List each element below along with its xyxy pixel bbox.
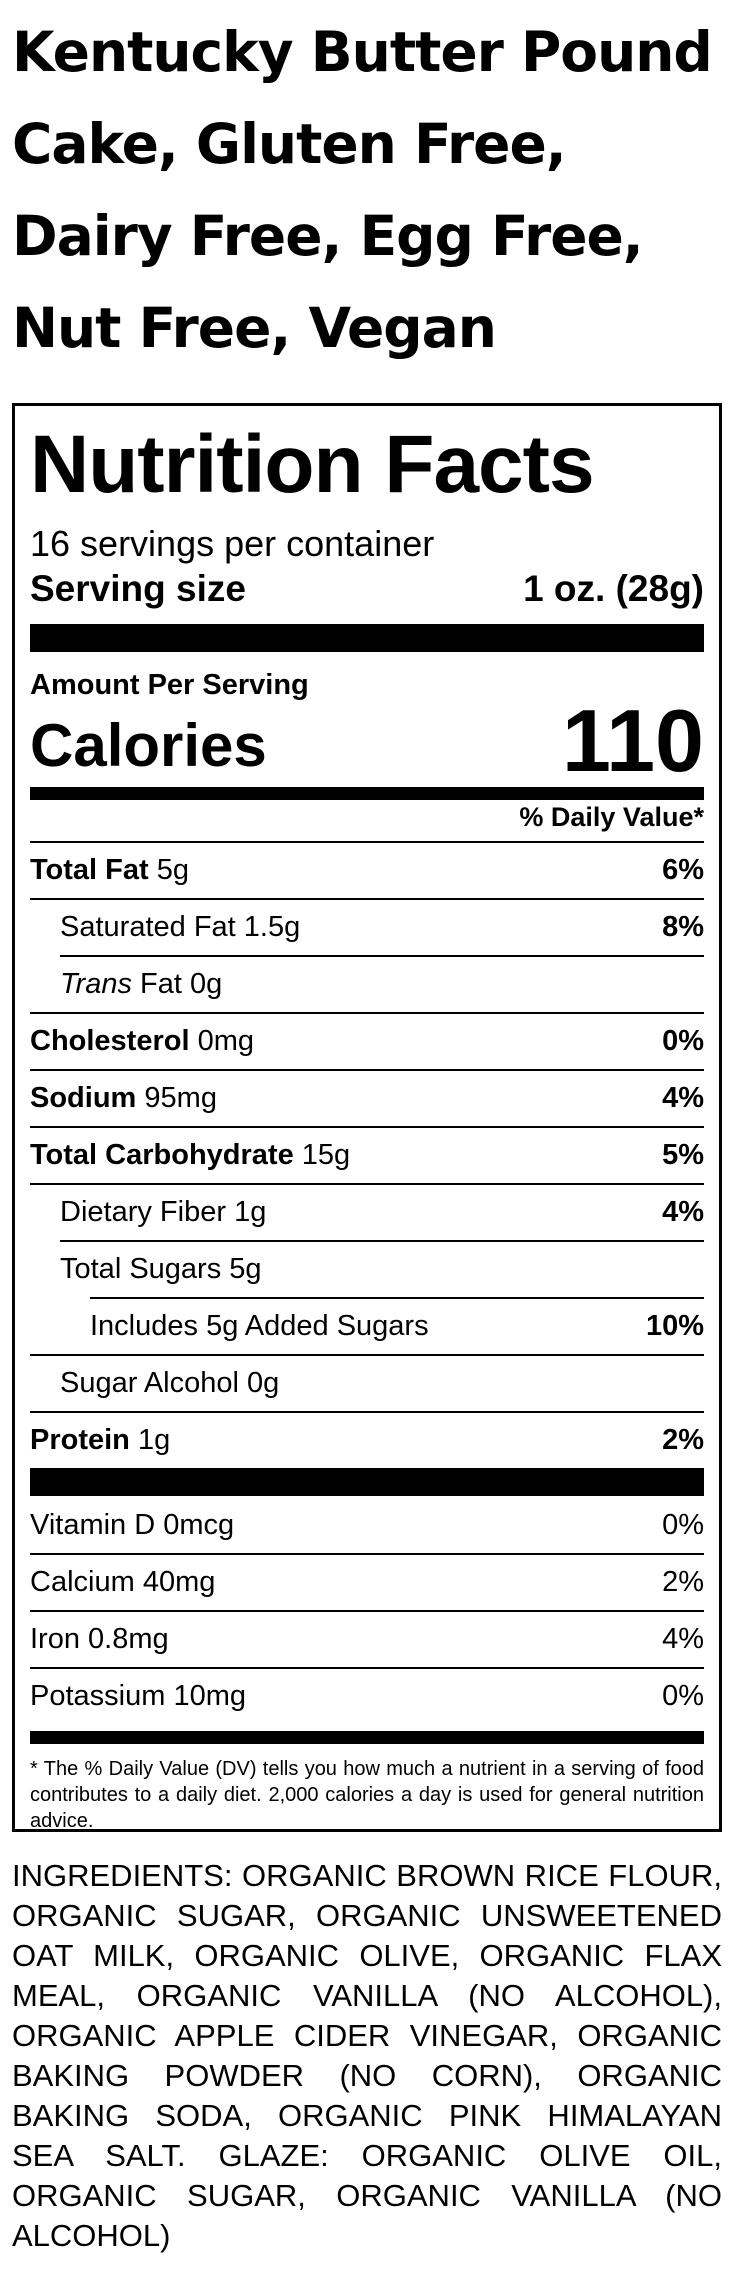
row-divider [30,1411,704,1413]
serving-size-label: Serving size [30,568,246,609]
nutrition-facts-heading: Nutrition Facts [30,419,595,510]
amount-per-serving: Amount Per Serving [30,669,309,701]
nutrient-row-sugar-alcohol: Sugar Alcohol 0g [60,1367,280,1399]
ingredients-list: INGREDIENTS: ORGANIC BROWN RICE FLOUR, O… [12,1858,722,2253]
nutrient-row-trans-fat: Trans Fat 0g [60,968,223,1000]
daily-value-footnote: * The % Daily Value (DV) tells you how m… [30,1758,704,1832]
servings-per-container: 16 servings per container [30,523,435,564]
thick-divider [30,1468,704,1496]
daily-value-header: % Daily Value* [519,802,704,832]
serving-size-row: Serving size 1 oz. (28g) [30,568,704,610]
calories-label: Calories [30,712,267,779]
medium-divider [30,787,704,800]
row-divider [30,1069,704,1071]
product-title: Kentucky Butter Pound Cake, Gluten Free,… [12,20,713,360]
row-divider [30,1553,704,1555]
thick-divider [30,624,704,652]
nutrient-row-protein: Protein 1g 2% [30,1424,704,1456]
vitamin-row-vitamin-d: Vitamin D 0mcg 0% [30,1509,704,1541]
nutrient-row-cholesterol: Cholesterol 0mg 0% [30,1025,704,1057]
nutrient-row-total-fat: Total Fat 5g 6% [30,854,704,886]
nutrient-row-total-sugars: Total Sugars 5g [60,1253,262,1285]
row-divider [30,898,704,900]
nutrient-row-added-sugars: Includes 5g Added Sugars 10% [90,1310,704,1342]
vitamin-row-calcium: Calcium 40mg 2% [30,1566,704,1598]
row-divider [90,1297,704,1299]
calories-row: Calories 110 [30,696,704,786]
vitamin-row-potassium: Potassium 10mg 0% [30,1680,704,1712]
row-divider [30,1354,704,1356]
row-divider [30,841,704,843]
nutrient-row-dietary-fiber: Dietary Fiber 1g 4% [60,1196,704,1228]
nutrient-row-total-carbohydrate: Total Carbohydrate 15g 5% [30,1139,704,1171]
row-divider [30,1012,704,1014]
medium-divider [30,1731,704,1744]
row-divider [60,1240,704,1242]
row-divider [30,1610,704,1612]
vitamin-row-iron: Iron 0.8mg 4% [30,1623,704,1655]
nutrient-row-sodium: Sodium 95mg 4% [30,1082,704,1114]
nutrient-row-saturated-fat: Saturated Fat 1.5g 8% [60,911,704,943]
calories-value: 110 [562,691,704,790]
row-divider [60,955,704,957]
nutrition-facts-panel: Nutrition Facts 16 servings per containe… [12,403,722,1832]
row-divider [30,1126,704,1128]
row-divider [30,1183,704,1185]
serving-size-value: 1 oz. (28g) [523,568,704,609]
row-divider [30,1667,704,1669]
